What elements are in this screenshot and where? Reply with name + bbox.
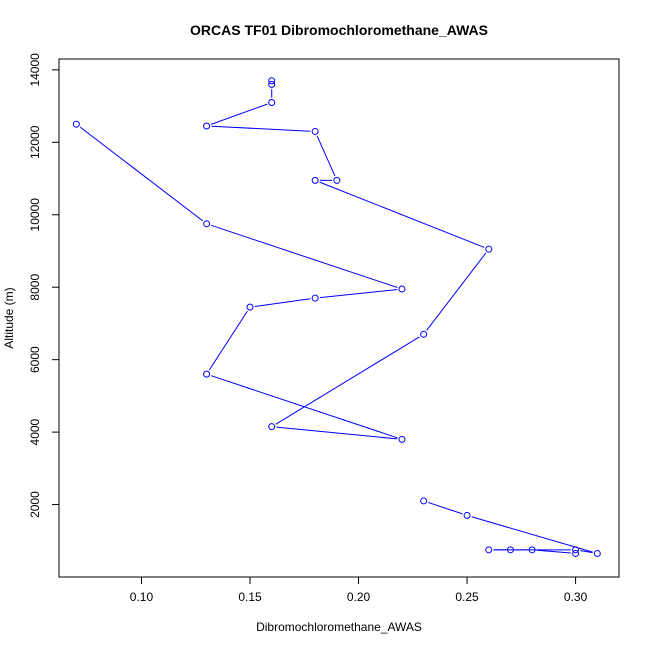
y-axis: 2000 4000 6000 8000 10000 12000 14000 (28, 53, 60, 518)
series-1-segment (426, 252, 487, 331)
y-tick-label: 14000 (28, 53, 42, 87)
chart-title: ORCAS TF01 Dibromochloromethane_AWAS (190, 22, 488, 38)
series-1-segment (316, 135, 336, 177)
series-1-segment (254, 298, 311, 307)
data-point (485, 546, 493, 554)
x-axis-label: Dibromochloromethane_AWAS (256, 620, 422, 634)
data-point (311, 127, 319, 135)
data-point (203, 370, 211, 378)
data-point (420, 497, 428, 505)
series-2-segment (536, 549, 571, 554)
data-point (463, 511, 471, 519)
data-point (593, 549, 601, 557)
y-tick-label: 6000 (28, 346, 42, 373)
series-1-segment (319, 181, 485, 248)
data-point (333, 176, 341, 184)
y-axis-label: Altitude (m) (2, 287, 16, 348)
series-1-segment (79, 126, 204, 222)
data-point (506, 546, 514, 554)
data-point (398, 285, 406, 293)
data-point (572, 549, 580, 557)
data-point (72, 120, 80, 128)
series-1-segment (210, 224, 398, 288)
data-point (485, 245, 493, 253)
y-tick-label: 12000 (28, 125, 42, 159)
series-1-segment (276, 426, 398, 440)
y-tick-label: 4000 (28, 418, 42, 445)
data-point (268, 423, 276, 431)
data-point (203, 122, 211, 130)
series-2-segment (428, 501, 463, 515)
data-point (268, 98, 276, 106)
y-tick-label: 2000 (28, 491, 42, 518)
x-tick-label: 0.20 (347, 590, 371, 604)
data-point (398, 435, 406, 443)
series-2-segment (580, 550, 593, 554)
x-tick-label: 0.15 (238, 590, 262, 604)
series-layer (72, 77, 601, 557)
data-point (203, 220, 211, 228)
plot-area-frame (58, 58, 620, 578)
data-point (311, 294, 319, 302)
data-point (420, 330, 428, 338)
series-1-segment (208, 310, 248, 371)
x-tick-label: 0.25 (455, 590, 479, 604)
data-point (268, 77, 276, 85)
y-tick-label: 10000 (28, 198, 42, 232)
data-point (268, 80, 276, 88)
data-point (311, 176, 319, 184)
series-1-segment (210, 103, 268, 125)
series-2-segment (471, 516, 593, 553)
data-point (572, 546, 580, 554)
x-axis: 0.10 0.15 0.20 0.25 0.30 (130, 576, 588, 604)
x-tick-label: 0.10 (130, 590, 154, 604)
x-tick-label: 0.30 (564, 590, 588, 604)
series-1-segment (210, 375, 398, 439)
series-1-segment (211, 125, 311, 132)
data-point (246, 303, 254, 311)
series-1-segment (319, 289, 398, 299)
data-point (528, 546, 536, 554)
series-1-segment (275, 336, 420, 425)
y-tick-label: 8000 (28, 274, 42, 301)
